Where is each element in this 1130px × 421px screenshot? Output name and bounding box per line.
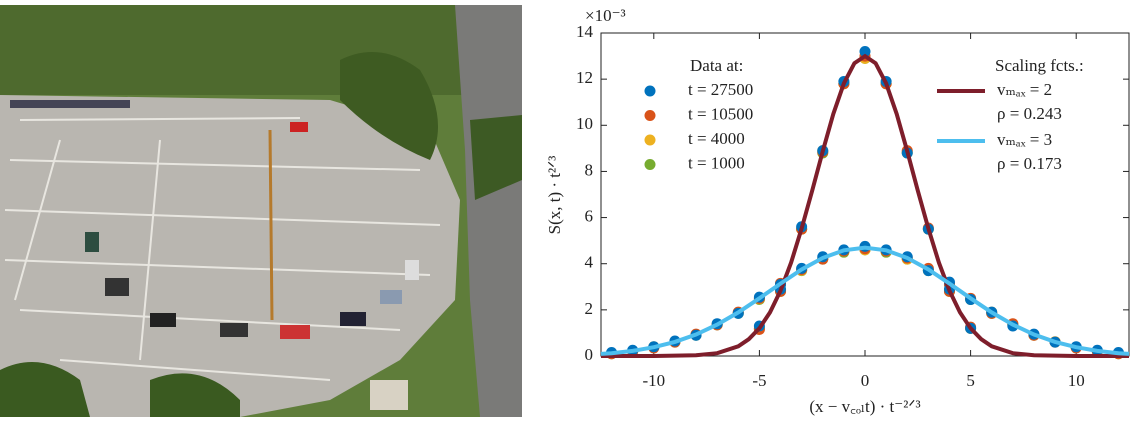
y-tick-label: 2 xyxy=(585,299,594,318)
y-tick-label: 14 xyxy=(576,22,594,41)
legend-label: t = 27500 xyxy=(688,80,753,99)
x-tick-label: 0 xyxy=(861,371,870,390)
legend-swatch xyxy=(644,85,656,97)
y-tick-label: 10 xyxy=(576,114,593,133)
fit-legend-label: vₘₐₓ = 2 xyxy=(997,80,1052,99)
fit-legend-rho: ρ = 0.173 xyxy=(997,154,1062,173)
fits-legend-title: Scaling fcts.: xyxy=(995,56,1084,75)
y-tick-label: 4 xyxy=(585,253,594,272)
y-tick-label: 6 xyxy=(585,206,594,225)
x-tick-label: 10 xyxy=(1068,371,1085,390)
x-tick-label: -10 xyxy=(642,371,665,390)
x-tick-label: -5 xyxy=(752,371,766,390)
photo xyxy=(0,5,522,417)
y-tick-label: 12 xyxy=(576,68,593,87)
legend-swatch xyxy=(644,159,656,170)
data-point xyxy=(859,45,871,57)
x-tick-label: 5 xyxy=(966,371,975,390)
fit-line xyxy=(601,53,1129,358)
y-multiplier: ×10⁻³ xyxy=(585,6,626,25)
legend-swatch xyxy=(644,134,656,146)
legend-title: Data at: xyxy=(690,56,743,75)
fit-legend-rho: ρ = 0.243 xyxy=(997,104,1062,123)
y-tick-label: 8 xyxy=(585,160,594,179)
legend-label: t = 4000 xyxy=(688,129,745,148)
x-axis-label: (x − v꜀ₒₗt) · t⁻²ᐟ³ xyxy=(809,397,920,416)
y-tick-label: 0 xyxy=(585,345,594,364)
fit-legend-label: vₘₐₓ = 3 xyxy=(997,130,1052,149)
legend-label: t = 1000 xyxy=(688,153,745,172)
y-axis-label: S(x, t) · t²ᐟ³ xyxy=(545,156,564,235)
fit-line xyxy=(600,245,1130,356)
legend-label: t = 10500 xyxy=(688,104,753,123)
legend-swatch xyxy=(644,110,656,121)
